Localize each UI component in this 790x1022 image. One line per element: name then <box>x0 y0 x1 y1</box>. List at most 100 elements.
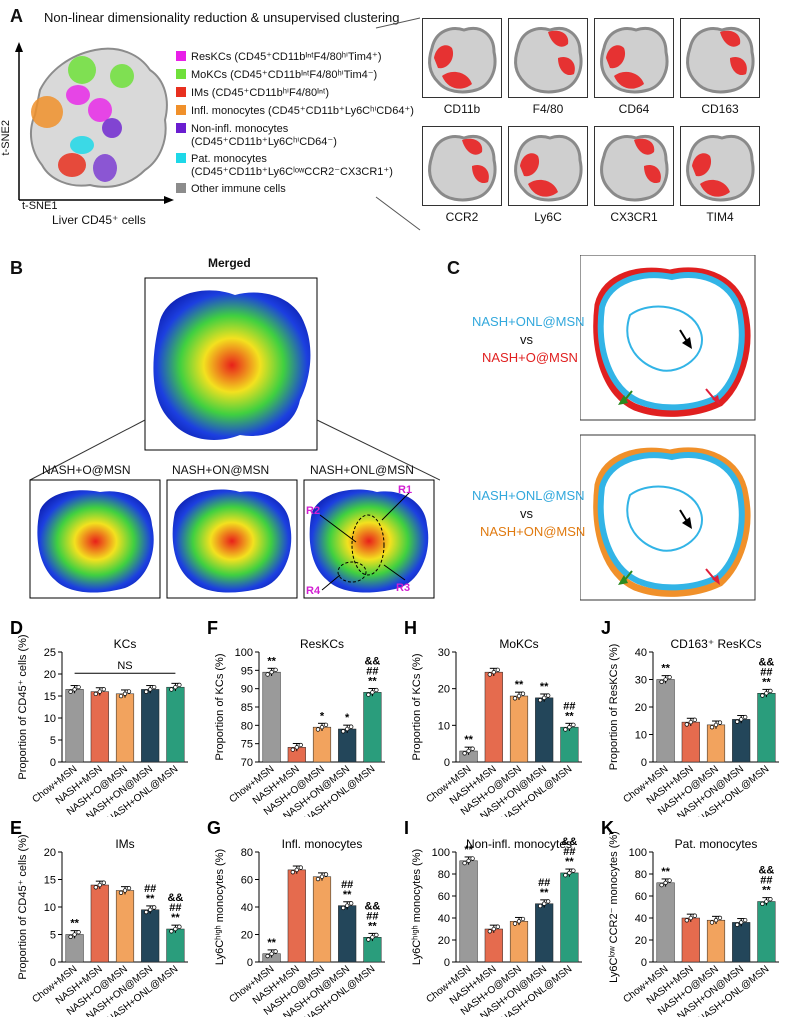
bar-chart-j: J CD163⁺ ResKCs 0 10 20 30 40 Proportion of Res… <box>601 618 779 817</box>
legend-item: ResKCs (CD45⁺CD11bᴵⁿᵗF4/80ʰⁱTim4⁺) <box>176 51 382 64</box>
bar <box>706 919 726 963</box>
sig-mark: ## <box>144 883 156 895</box>
data-point <box>462 860 467 866</box>
bar <box>656 882 675 963</box>
y-axis-label: Ly6Cʰⁱᵍʰ monocytes (%) <box>411 849 423 965</box>
group-label-on: NASH+ON@MSN <box>172 463 270 477</box>
bar <box>509 921 529 963</box>
sig-mark: ** <box>540 887 549 899</box>
sig-mark: ## <box>341 879 353 891</box>
y-tick-label: 80 <box>635 869 647 881</box>
panel-c-label: C <box>447 258 460 278</box>
bar <box>757 901 776 963</box>
legend-swatch <box>176 153 186 163</box>
data-point <box>659 882 664 888</box>
data-point <box>717 915 723 921</box>
bar <box>312 726 332 763</box>
legend-swatch <box>176 183 186 193</box>
bar-chart-g: G Infl. monocytes 0 20 40 60 80 Ly6Cʰⁱᵍʰ monocy… <box>207 818 385 1017</box>
data-point <box>495 924 500 929</box>
y-tick-label: 20 <box>438 684 450 696</box>
panel-b-graphics <box>29 277 440 599</box>
y-tick-label: 0 <box>444 957 450 969</box>
data-point <box>97 689 102 694</box>
panel-label: D <box>10 618 23 638</box>
panel-label: F <box>207 618 218 638</box>
y-tick-label: 75 <box>241 739 253 751</box>
sig-mark: ** <box>762 676 771 688</box>
data-point <box>269 951 274 956</box>
marker-thumbnail <box>422 126 502 206</box>
marker-label: CD11b <box>443 102 481 116</box>
sig-mark: ** <box>464 734 473 746</box>
chart-title: Infl. monocytes <box>282 837 363 851</box>
data-point <box>290 870 295 875</box>
data-point <box>546 693 551 698</box>
sig-mark: ## <box>563 846 575 858</box>
data-point <box>265 953 270 959</box>
sig-mark: ## <box>760 875 772 887</box>
marker-label: CX3CR1 <box>610 210 658 224</box>
y-tick-label: 40 <box>438 913 450 925</box>
data-point <box>374 687 379 693</box>
data-point <box>177 924 182 929</box>
bar-chart-e: E IMs 0 5 10 15 20 Proportion of CD45⁺ cells (%… <box>10 818 188 1017</box>
data-point <box>735 719 740 724</box>
legend-swatch <box>176 87 186 97</box>
sig-mark: && <box>167 892 183 904</box>
data-point <box>466 858 471 863</box>
data-point <box>319 725 325 730</box>
marker-thumbnail <box>594 18 674 98</box>
data-point <box>713 722 719 728</box>
y-tick-label: 60 <box>635 891 647 903</box>
y-tick-label: 20 <box>438 935 450 947</box>
data-point <box>520 691 526 696</box>
y-tick-label: 0 <box>641 957 647 969</box>
data-point <box>760 901 765 906</box>
legend-item: MoKCs (CD45⁺CD11bᴵⁿᵗF4/80ʰⁱTim4⁻) <box>176 69 377 82</box>
data-point <box>97 882 102 888</box>
data-point <box>516 693 522 699</box>
data-point <box>319 874 325 879</box>
legend-swatch <box>176 51 186 61</box>
data-point <box>709 725 715 730</box>
data-point <box>349 901 354 906</box>
y-tick-label: 10 <box>44 902 56 914</box>
chart-title: CD163⁺ ResKCs <box>670 637 761 651</box>
y-tick-label: 70 <box>241 757 253 769</box>
data-point <box>366 692 371 697</box>
data-point <box>764 691 769 696</box>
data-point <box>768 897 773 902</box>
bar <box>338 905 357 963</box>
legend-sub: (CD45⁺CD11b⁺Ly6CˡᵒʷCCR2⁻CX3CR1⁺) <box>191 166 393 178</box>
data-point <box>76 930 81 935</box>
marker-label: Ly6C <box>534 210 562 224</box>
y-axis-label: Proportion of KCs (%) <box>411 654 423 761</box>
sig-mark: ** <box>565 710 574 722</box>
data-point <box>563 873 568 878</box>
tsne1-label: t-SNE1 <box>22 200 58 212</box>
region-r1: R1 <box>398 484 413 496</box>
data-point <box>567 725 572 730</box>
bar <box>681 917 700 963</box>
data-point <box>366 937 371 942</box>
bar <box>509 695 529 763</box>
bar <box>141 909 160 963</box>
data-point <box>470 746 475 751</box>
y-tick-label: 15 <box>44 875 56 887</box>
bar <box>757 693 776 763</box>
data-point <box>152 905 157 910</box>
bar <box>287 869 306 963</box>
panel-label: J <box>601 618 611 638</box>
data-point <box>487 929 492 934</box>
merged-title: Merged <box>208 256 251 270</box>
y-tick-label: 95 <box>241 665 253 677</box>
sig-mark: ## <box>760 666 772 678</box>
data-point <box>101 687 106 692</box>
data-point <box>294 867 299 873</box>
data-point <box>345 903 350 908</box>
data-point <box>126 689 132 694</box>
y-axis-label: Ly6Cˡᵒʷ CCR2⁻ monocytes (%) <box>608 831 620 983</box>
data-point <box>148 687 153 692</box>
